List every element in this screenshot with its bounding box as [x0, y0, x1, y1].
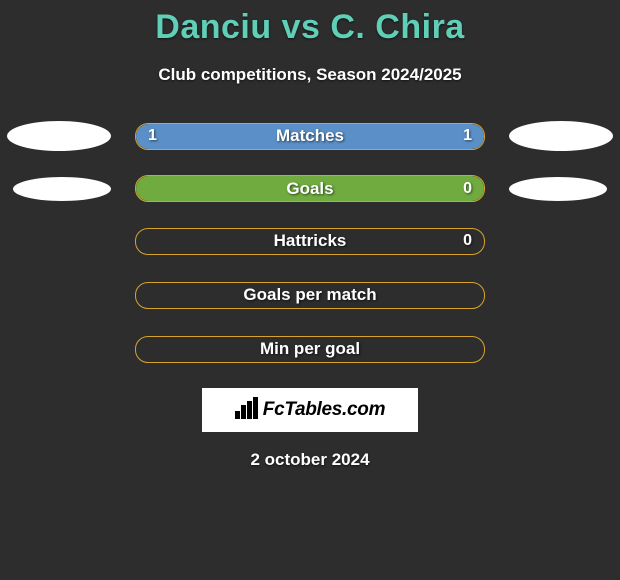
- player-badge-left: [13, 177, 111, 201]
- stat-value-right: 0: [463, 180, 472, 198]
- bars-icon: [235, 397, 259, 424]
- spacer: [509, 280, 613, 310]
- brand-logo: FcTables.com: [202, 388, 418, 432]
- stat-label: Min per goal: [136, 339, 484, 359]
- spacer: [509, 226, 613, 256]
- stat-row: Goals0: [0, 175, 620, 202]
- stat-bar: Goals per match: [135, 282, 485, 309]
- date-label: 2 october 2024: [0, 450, 620, 470]
- spacer: [7, 334, 111, 364]
- stat-value-left: 1: [148, 127, 157, 145]
- stat-label: Goals per match: [136, 285, 484, 305]
- page-subtitle: Club competitions, Season 2024/2025: [0, 65, 620, 85]
- stat-bar: Min per goal: [135, 336, 485, 363]
- stat-bar: Goals0: [135, 175, 485, 202]
- bar-fill-left: [136, 124, 310, 149]
- brand-logo-text: FcTables.com: [263, 399, 385, 421]
- stat-row: Matches11: [0, 121, 620, 151]
- page-title: Danciu vs C. Chira: [0, 8, 620, 47]
- bar-fill-left: [136, 176, 484, 201]
- player-badge-right: [509, 121, 613, 151]
- stat-label: Hattricks: [136, 231, 484, 251]
- spacer: [509, 334, 613, 364]
- stat-row: Goals per match: [0, 280, 620, 310]
- bar-fill-right: [310, 124, 484, 149]
- stat-row: Hattricks0: [0, 226, 620, 256]
- spacer: [7, 226, 111, 256]
- player-badge-right: [509, 177, 607, 201]
- spacer: [7, 280, 111, 310]
- stat-value-right: 1: [463, 127, 472, 145]
- stat-bar: Hattricks0: [135, 228, 485, 255]
- stats-list: Matches11Goals0Hattricks0Goals per match…: [0, 121, 620, 364]
- comparison-infographic: Danciu vs C. Chira Club competitions, Se…: [0, 0, 620, 470]
- player-badge-left: [7, 121, 111, 151]
- stat-value-right: 0: [463, 232, 472, 250]
- stat-bar: Matches11: [135, 123, 485, 150]
- stat-row: Min per goal: [0, 334, 620, 364]
